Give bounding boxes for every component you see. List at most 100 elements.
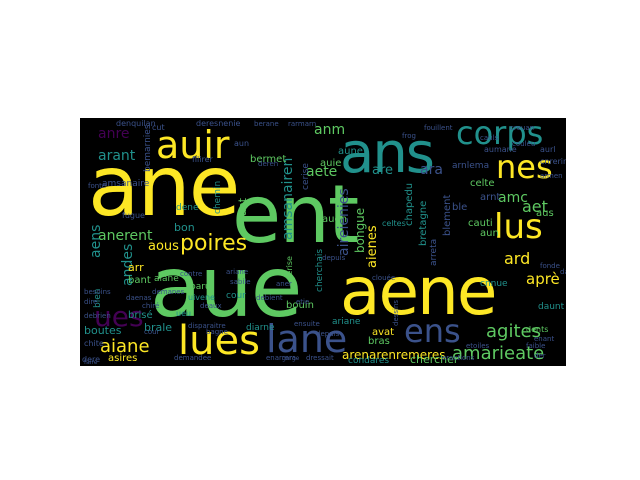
word: ues xyxy=(94,300,144,333)
word: arreta xyxy=(429,239,439,266)
word: creuan xyxy=(510,124,534,132)
word: ueu xyxy=(176,309,191,318)
word: daenas xyxy=(126,294,152,302)
word: chemin xyxy=(213,181,223,214)
word: bon xyxy=(174,221,195,234)
word: faire xyxy=(84,359,98,366)
word: aue xyxy=(150,238,300,336)
word: celtes xyxy=(382,219,406,228)
word-cloud-panel: ane ent aue aene ans corps auir nes lus … xyxy=(80,118,566,366)
word: chiré xyxy=(142,302,159,310)
word: aene xyxy=(340,253,496,330)
word: uivene xyxy=(188,293,215,302)
word: fonte xyxy=(88,182,106,190)
word: diarne xyxy=(246,323,275,333)
word: avat xyxy=(372,327,394,338)
word: etoiles xyxy=(466,342,490,350)
word: aiane xyxy=(100,336,150,357)
word: disparaitre xyxy=(188,322,226,330)
word: ariane xyxy=(332,317,361,327)
word: fugue xyxy=(122,211,145,220)
word: amc xyxy=(498,190,528,206)
word: etie xyxy=(296,298,309,306)
word: amsanaire xyxy=(102,179,150,189)
word: auie xyxy=(320,158,341,169)
word: aireienies xyxy=(336,188,352,256)
word: anre xyxy=(98,126,130,142)
word: garge xyxy=(282,355,300,362)
word: aens xyxy=(88,225,104,258)
word: amarieate xyxy=(452,343,544,364)
word: arenarenremeres xyxy=(342,348,445,362)
word: enarrera xyxy=(266,354,296,362)
word: aumane xyxy=(484,145,517,154)
word: ane xyxy=(88,137,238,235)
word: bretagne xyxy=(418,201,429,246)
word: agites xyxy=(486,321,541,342)
word: cherchais xyxy=(315,249,325,292)
word: baruf xyxy=(190,282,215,292)
word: ensuite xyxy=(294,320,320,328)
word: poires xyxy=(180,231,247,256)
word: berane xyxy=(254,120,279,128)
word: arant xyxy=(98,148,136,164)
word: cut xyxy=(152,123,165,132)
word: debrien xyxy=(84,312,111,320)
word: lane xyxy=(266,317,347,361)
word: ara xyxy=(420,162,443,178)
word: bermet xyxy=(250,154,286,165)
word: are xyxy=(372,163,393,178)
word: armen xyxy=(540,172,563,180)
word: frog xyxy=(402,132,416,140)
word: cour xyxy=(144,328,160,336)
word-cloud: ane ent aue aene ans corps auir nes lus … xyxy=(82,118,566,366)
word: dressait xyxy=(306,354,334,362)
word: bras xyxy=(368,336,390,347)
word: ard xyxy=(504,249,530,268)
word: lus xyxy=(494,207,543,247)
word: anerent xyxy=(98,228,153,244)
word: depuis xyxy=(316,330,340,338)
word: dessins xyxy=(392,300,400,326)
word: bagne xyxy=(206,328,228,336)
word: boutes xyxy=(84,324,122,337)
word: bemarnies xyxy=(143,124,153,172)
word: besoins xyxy=(84,288,111,296)
word: corps xyxy=(456,118,543,152)
word: deren xyxy=(258,160,278,168)
word: demandee xyxy=(174,354,211,362)
word: rarmarn xyxy=(288,120,316,128)
word: chercher xyxy=(410,353,459,366)
word: celte xyxy=(470,178,495,189)
word: cauti xyxy=(468,218,493,229)
word: amsanairen xyxy=(280,158,296,240)
word: cnrerine xyxy=(540,157,566,166)
word: enant xyxy=(534,335,554,343)
word: aprè xyxy=(526,270,560,288)
word: arnt xyxy=(480,192,500,203)
word: ans xyxy=(340,121,433,186)
word: ble xyxy=(452,202,467,213)
word: auir xyxy=(156,123,230,167)
word: ant xyxy=(236,197,249,216)
word: dere xyxy=(82,355,100,364)
word: bongue xyxy=(353,208,367,253)
word: aiane xyxy=(154,274,179,284)
word: bouin xyxy=(286,300,314,311)
word: blement xyxy=(442,194,453,236)
word: cerise xyxy=(301,163,311,190)
word: depuis xyxy=(322,254,346,262)
word: faible xyxy=(526,342,545,350)
word: debient xyxy=(256,294,283,302)
word: bant xyxy=(128,275,151,286)
word: deaux xyxy=(200,302,222,310)
word: aner xyxy=(276,280,292,288)
word: condares xyxy=(348,356,389,366)
word: der xyxy=(534,352,546,360)
word: clouée xyxy=(372,274,395,282)
word: andes xyxy=(120,244,136,286)
word: cerise xyxy=(285,256,294,280)
word: cour xyxy=(226,291,246,301)
word: ariane xyxy=(226,268,248,276)
word: denquilan xyxy=(116,119,156,128)
